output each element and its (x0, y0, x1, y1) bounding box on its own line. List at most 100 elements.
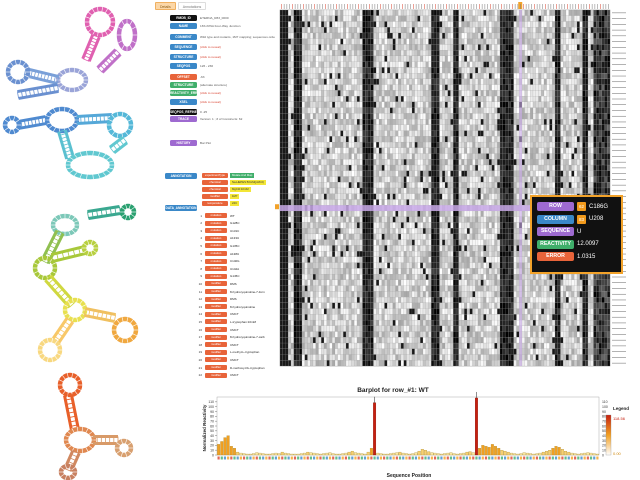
heatmap-cell (549, 38, 553, 45)
heatmap-cell (436, 55, 440, 62)
data-annotation-row[interactable]: 17 modifier 8-hydroxyquinoline-7-carb (190, 334, 265, 340)
secondary-structure-panel[interactable] (0, 0, 150, 480)
metadata-field-value[interactable]: (click to reveal) (200, 45, 221, 49)
heatmap-cell (359, 130, 363, 137)
data-annotation-row[interactable]: 16 modifier CMCT (190, 327, 239, 332)
nucleotide-tick (67, 108, 72, 113)
heatmap-cell (329, 27, 333, 34)
heatmap-cell (312, 44, 316, 51)
data-annotation-index: 4 (200, 236, 202, 241)
heatmap-cell (304, 107, 308, 114)
metadata-field-value[interactable]: (click to reveal) (200, 100, 221, 104)
heatmap-cell (367, 107, 371, 114)
structure-loop (65, 150, 115, 180)
heatmap-cell (505, 193, 509, 200)
heatmap-cell (285, 119, 289, 125)
heatmap-cell (590, 187, 594, 194)
heatmap-cell (304, 113, 308, 120)
data-annotation-row[interactable]: 6 mutation A138U (190, 251, 239, 256)
heatmap-cell (367, 61, 371, 68)
heatmap-cell (414, 50, 418, 57)
tab-annotations[interactable]: Annotations (177, 2, 207, 10)
heatmap-cell (310, 32, 314, 39)
heatmap-cell (288, 55, 292, 62)
heatmap-cell (414, 187, 418, 194)
data-annotation-row[interactable]: 22 modifier CMCT (190, 372, 239, 378)
heatmap-cell (326, 38, 330, 45)
heatmap-cell (513, 27, 517, 34)
data-annotation-row[interactable]: 15 modifier L-tryptophan:10mM (190, 319, 256, 325)
heatmap-panel[interactable] (275, 0, 640, 380)
heatmap-cell (513, 38, 517, 45)
data-annotation-row[interactable]: 4 mutation A133U (190, 235, 239, 241)
reactivity-heatmap[interactable] (275, 0, 640, 380)
data-annotation-row[interactable]: 5 mutation G135C (190, 243, 240, 249)
heatmap-cell (398, 107, 402, 114)
heatmap-cell (354, 73, 358, 79)
heatmap-cell (480, 15, 484, 22)
heatmap-cell (381, 187, 385, 194)
data-annotation-row[interactable]: 19 modifier L-methyl-L-tryptophan (190, 349, 259, 355)
heatmap-cell (351, 21, 355, 28)
heatmap-cell (604, 141, 608, 148)
heatmap-cell (279, 78, 283, 85)
metadata-field-value[interactable]: (click to reveal) (200, 55, 221, 59)
secondary-structure-diagram[interactable] (0, 0, 150, 480)
heatmap-cell (299, 164, 303, 171)
heatmap-cell (576, 90, 580, 97)
data-annotation-row[interactable]: 13 modifier 8-hydroxyquinoline (190, 304, 255, 310)
data-annotation-row[interactable]: 14 modifier CMCT (190, 311, 239, 317)
heatmap-cell (439, 73, 443, 79)
heatmap-cell (502, 44, 506, 51)
heatmap-cell (293, 73, 297, 79)
heatmap-cell (466, 141, 470, 148)
data-annotation-row[interactable]: 10 modifier DMS (190, 281, 237, 287)
heatmap-cell (461, 119, 465, 125)
metadata-field-value[interactable]: (click to reveal) (200, 91, 221, 95)
heatmap-cell (310, 107, 314, 114)
heatmap-cell (323, 55, 327, 62)
data-annotation-row[interactable]: 18 modifier CMCT (190, 342, 239, 348)
heatmap-cell (326, 73, 330, 79)
data-annotation-row[interactable]: 1 mutation WT (190, 213, 235, 218)
tab-details[interactable]: Details (155, 2, 176, 10)
heatmap-cell (568, 124, 572, 131)
heatmap-cell (461, 9, 465, 16)
data-annotation-row[interactable]: 2 mutation G128C (190, 220, 240, 226)
data-annotation-row[interactable]: 9 mutation G145C (190, 273, 240, 279)
nucleotide-tick (128, 215, 131, 221)
data-annotation-row[interactable]: 3 mutation U131C (190, 228, 239, 234)
heatmap-cell (466, 27, 470, 34)
heatmap-cell (299, 50, 303, 57)
heatmap-cell (574, 141, 578, 148)
nucleotide-tick (125, 114, 129, 119)
heatmap-cell (560, 61, 564, 68)
data-annotation-row[interactable]: 11 modifier 8-hydroxyquinoline-7-form (190, 289, 265, 294)
heatmap-cell (458, 153, 462, 160)
heatmap-cell (475, 32, 479, 39)
heatmap-cell (395, 141, 399, 148)
heatmap-cell (585, 32, 589, 39)
heatmap-cell (516, 55, 520, 62)
heatmap-cell (546, 50, 550, 57)
heatmap-cell (290, 147, 294, 154)
data-annotation-row[interactable]: 20 modifier CMCT (190, 357, 239, 363)
heatmap-cell (310, 21, 314, 28)
heatmap-cell (552, 78, 556, 85)
heatmap-cell (549, 73, 553, 79)
heatmap-cell (323, 32, 327, 39)
heatmap-cell (285, 44, 289, 51)
nucleotide-tick (73, 67, 76, 73)
data-annotation-row[interactable]: 8 mutation U142A (190, 266, 239, 272)
data-annotation-row[interactable]: 7 mutation C140G (190, 258, 240, 264)
heatmap-cell (420, 78, 424, 85)
heatmap-cell (521, 55, 525, 62)
heatmap-cell (359, 107, 363, 114)
heatmap-cell (425, 55, 429, 62)
heatmap-cell (541, 136, 545, 143)
heatmap-cell (348, 44, 352, 51)
heatmap-cell (439, 187, 443, 194)
data-annotation-row[interactable]: 12 modifier DMS (190, 296, 237, 302)
heatmap-cell (510, 187, 514, 194)
data-annotation-row[interactable]: 21 modifier D-methoxy-DL-tryptophan (190, 365, 265, 370)
